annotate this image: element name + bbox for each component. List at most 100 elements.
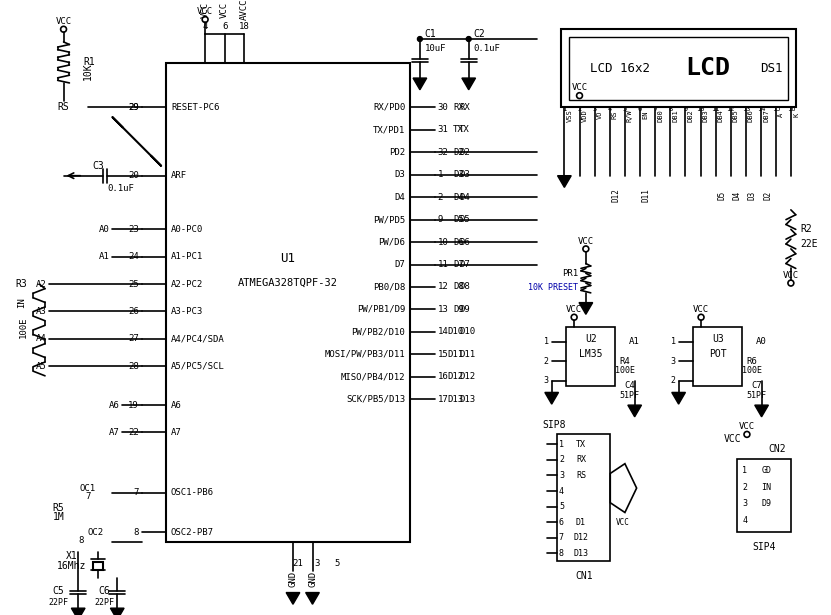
Text: AVCC: AVCC bbox=[239, 0, 248, 20]
Text: A: A bbox=[778, 113, 784, 117]
Polygon shape bbox=[545, 392, 558, 404]
Text: A1: A1 bbox=[99, 252, 110, 261]
Text: VCC: VCC bbox=[572, 83, 588, 92]
Text: C1: C1 bbox=[425, 29, 436, 39]
Text: RX: RX bbox=[576, 455, 586, 464]
Text: 28: 28 bbox=[128, 362, 139, 371]
Text: POT: POT bbox=[709, 349, 726, 359]
Text: 2: 2 bbox=[578, 106, 582, 113]
Text: A5/PC5/SCL: A5/PC5/SCL bbox=[171, 362, 224, 371]
Text: U1: U1 bbox=[281, 252, 296, 265]
Text: 19: 19 bbox=[128, 400, 139, 410]
Text: PW/PB1/D9: PW/PB1/D9 bbox=[356, 305, 406, 314]
Text: GD: GD bbox=[761, 466, 771, 475]
Text: 16: 16 bbox=[787, 106, 795, 113]
Text: C3: C3 bbox=[93, 161, 105, 171]
Text: D3: D3 bbox=[453, 170, 464, 179]
Text: D2: D2 bbox=[453, 148, 464, 157]
Text: D9: D9 bbox=[459, 305, 470, 314]
Text: DB7: DB7 bbox=[763, 109, 769, 122]
Text: 1: 1 bbox=[437, 170, 443, 179]
Text: D5: D5 bbox=[718, 191, 726, 200]
Text: PD2: PD2 bbox=[389, 148, 406, 157]
Text: 5: 5 bbox=[559, 502, 564, 511]
Text: 8: 8 bbox=[668, 106, 672, 113]
Text: 22: 22 bbox=[128, 428, 139, 437]
Text: OC1: OC1 bbox=[80, 483, 96, 493]
Text: R2: R2 bbox=[800, 224, 813, 234]
Text: D9: D9 bbox=[453, 305, 464, 314]
Text: K: K bbox=[794, 113, 799, 117]
Text: IN: IN bbox=[761, 483, 771, 491]
Text: DB4: DB4 bbox=[718, 109, 724, 122]
Text: VSS: VSS bbox=[567, 109, 573, 122]
Text: SCK/PB5/D13: SCK/PB5/D13 bbox=[347, 395, 406, 403]
Polygon shape bbox=[413, 78, 427, 90]
Text: D10: D10 bbox=[448, 327, 464, 336]
Text: DS1: DS1 bbox=[760, 62, 783, 75]
Text: MOSI/PW/PB3/D11: MOSI/PW/PB3/D11 bbox=[325, 350, 406, 359]
Text: VCC: VCC bbox=[724, 434, 741, 444]
Polygon shape bbox=[628, 405, 642, 417]
Bar bbox=[557, 434, 610, 561]
Text: 9: 9 bbox=[683, 106, 687, 113]
Polygon shape bbox=[579, 303, 593, 314]
Text: 8: 8 bbox=[78, 536, 84, 546]
Text: 30: 30 bbox=[437, 103, 448, 112]
Text: 0.1uF: 0.1uF bbox=[107, 184, 135, 193]
Text: D7: D7 bbox=[395, 260, 406, 269]
Text: U3: U3 bbox=[712, 334, 724, 344]
Text: DB2: DB2 bbox=[687, 109, 693, 122]
Text: 9: 9 bbox=[437, 215, 443, 224]
Text: 12: 12 bbox=[437, 282, 448, 292]
Text: D7: D7 bbox=[459, 260, 470, 269]
Text: D12: D12 bbox=[459, 372, 475, 381]
Bar bbox=[562, 30, 796, 108]
Text: D4: D4 bbox=[459, 192, 470, 202]
Text: D8: D8 bbox=[453, 282, 464, 292]
Text: A7: A7 bbox=[109, 428, 119, 437]
Text: 15: 15 bbox=[772, 106, 780, 113]
Text: R/W: R/W bbox=[627, 109, 633, 122]
Circle shape bbox=[417, 36, 422, 41]
Text: 4: 4 bbox=[203, 22, 208, 31]
Text: 100E: 100E bbox=[615, 367, 635, 375]
Text: D4: D4 bbox=[395, 192, 406, 202]
Text: 3: 3 bbox=[559, 471, 564, 480]
Text: 5: 5 bbox=[334, 559, 340, 568]
Text: D9: D9 bbox=[761, 499, 771, 508]
Text: 10: 10 bbox=[437, 237, 448, 247]
Text: 51PF: 51PF bbox=[747, 391, 767, 400]
Text: 100E: 100E bbox=[18, 316, 27, 338]
Text: 6: 6 bbox=[222, 22, 228, 31]
Text: 4: 4 bbox=[607, 106, 612, 113]
Text: 29: 29 bbox=[128, 103, 139, 112]
Text: TX/PD1: TX/PD1 bbox=[373, 125, 406, 134]
Text: VCC: VCC bbox=[739, 422, 755, 431]
Text: 3: 3 bbox=[543, 376, 548, 385]
Text: EN: EN bbox=[642, 111, 648, 119]
Text: 100E: 100E bbox=[742, 367, 762, 375]
Text: 10uF: 10uF bbox=[425, 44, 446, 54]
Text: A3-PC3: A3-PC3 bbox=[171, 307, 204, 316]
Text: D6: D6 bbox=[459, 237, 470, 247]
Text: 20: 20 bbox=[128, 171, 139, 180]
Text: 17: 17 bbox=[437, 395, 448, 403]
Text: D7: D7 bbox=[453, 260, 464, 269]
Text: D4: D4 bbox=[453, 192, 464, 202]
Text: VO: VO bbox=[597, 111, 602, 119]
Text: MISO/PB4/D12: MISO/PB4/D12 bbox=[341, 372, 406, 381]
Text: DB1: DB1 bbox=[672, 109, 678, 122]
Polygon shape bbox=[71, 608, 85, 615]
Text: C7: C7 bbox=[751, 381, 762, 390]
Text: 4: 4 bbox=[559, 486, 564, 496]
Text: 0.1uF: 0.1uF bbox=[474, 44, 500, 54]
Text: D5: D5 bbox=[459, 215, 470, 224]
Text: D12: D12 bbox=[612, 188, 621, 202]
Circle shape bbox=[466, 36, 471, 41]
Text: A0: A0 bbox=[99, 225, 110, 234]
Text: LCD: LCD bbox=[686, 57, 730, 81]
Text: 32: 32 bbox=[437, 148, 448, 157]
Text: LCD 16x2: LCD 16x2 bbox=[590, 62, 650, 75]
Text: RX: RX bbox=[459, 103, 470, 112]
